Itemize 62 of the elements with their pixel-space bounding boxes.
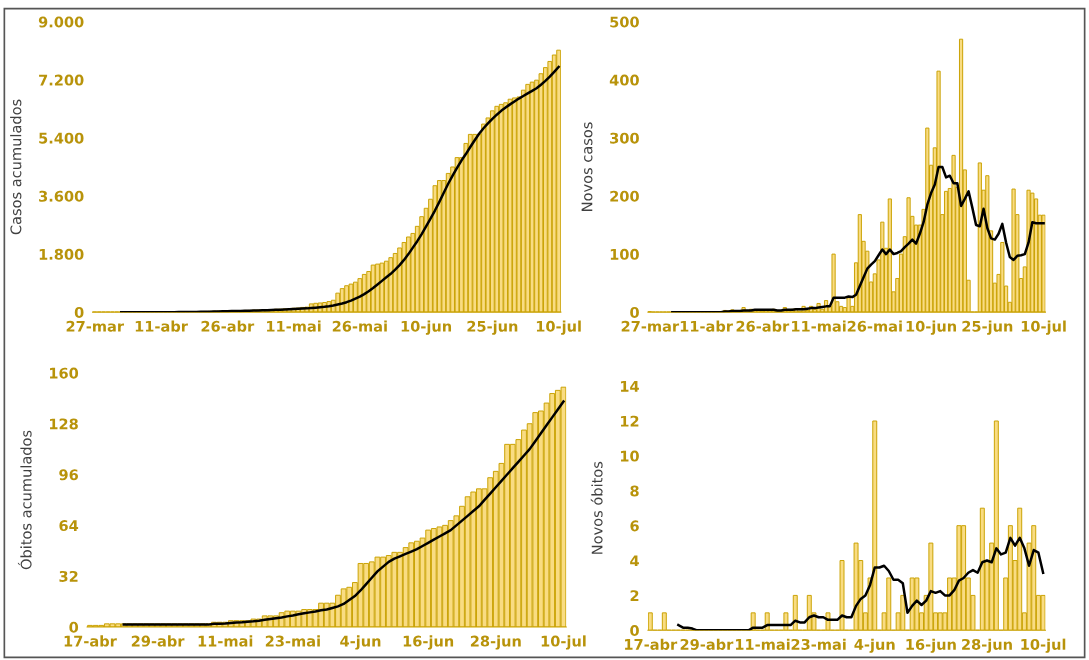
x-tick-label: 11-mai <box>735 638 790 650</box>
y-tick-label: 12 <box>620 415 639 427</box>
x-tick-label: 10-jun <box>906 320 956 335</box>
x-tick-label: 10-jun <box>401 320 452 335</box>
y-tick-label: 100 <box>610 248 639 260</box>
y-tick-label: 0 <box>74 306 84 318</box>
y-tick-label: 32 <box>59 570 78 582</box>
x-tick-label: 29-abr <box>680 638 734 650</box>
x-tick-label: 23-mai <box>265 635 320 647</box>
y-tick-label: 9.000 <box>38 16 84 28</box>
x-tick-label: 26-abr <box>201 320 255 332</box>
y-tick-label: 500 <box>610 16 639 28</box>
y-tick-label: 5.400 <box>39 132 84 144</box>
x-tick-label: 27-mar <box>621 320 680 332</box>
x-tick-label: 11-mai <box>792 320 846 332</box>
y-tick-label: 400 <box>609 74 639 86</box>
y-axis-title: Óbitos acumulados <box>17 430 32 570</box>
y-tick-label: 14 <box>620 381 639 392</box>
y-tick-label: 3.600 <box>39 190 84 202</box>
y-tick-label: 300 <box>610 132 639 144</box>
x-tick-label: 10-jul <box>541 635 586 650</box>
y-tick-label: 10 <box>620 450 639 462</box>
y-axis-title: Novos óbitos <box>590 461 603 554</box>
y-tick-label: 8 <box>630 485 639 497</box>
y-axis-title: Casos acumulados <box>10 99 22 235</box>
y-tick-label: 0 <box>69 621 79 633</box>
x-tick-label: 16-jun <box>403 635 454 650</box>
y-tick-label: 0 <box>630 306 639 318</box>
y-tick-label: 7.200 <box>39 74 84 86</box>
x-tick-label: 10-jul <box>1021 320 1066 335</box>
x-tick-label: 26-abr <box>736 320 790 332</box>
y-tick-label: 4 <box>630 555 639 567</box>
y-tick-label: 2 <box>630 590 639 601</box>
x-tick-label: 26-mai <box>332 320 387 332</box>
x-tick-label: 11-mai <box>198 635 253 647</box>
x-tick-label: 11-abr <box>680 320 733 332</box>
y-tick-label: 64 <box>59 520 79 532</box>
y-axis-title: Novos casos <box>581 122 593 211</box>
x-tick-label: 11-abr <box>135 320 188 332</box>
x-tick-label: 10-jul <box>1021 638 1066 653</box>
y-tick-label: 1.800 <box>39 248 84 260</box>
x-tick-label: 11-mai <box>267 320 321 332</box>
x-tick-label: 28-jun <box>962 638 1012 653</box>
x-tick-label: 25-jun <box>467 320 518 335</box>
x-tick-label: 10-jul <box>536 320 581 335</box>
x-tick-label: 27-mar <box>66 320 125 332</box>
x-tick-label: 4-jun <box>340 635 381 650</box>
x-tick-label: 17-abr <box>625 638 678 650</box>
x-tick-label: 23-mai <box>791 638 846 650</box>
x-tick-label: 4-jun <box>854 638 895 653</box>
x-tick-label: 16-jun <box>906 638 956 653</box>
x-tick-label: 17-abr <box>64 635 117 647</box>
y-tick-label: 0 <box>630 625 639 637</box>
x-tick-label: 28-jun <box>470 635 521 650</box>
y-tick-label: 160 <box>49 367 79 379</box>
y-tick-label: 200 <box>610 190 639 202</box>
x-tick-label: 25-jun <box>962 320 1013 335</box>
y-tick-label: 128 <box>49 418 78 430</box>
x-tick-label: 29-abr <box>131 635 185 647</box>
x-tick-label: 26-mai <box>847 320 902 332</box>
y-tick-label: 6 <box>630 520 639 532</box>
y-tick-label: 96 <box>59 469 78 481</box>
